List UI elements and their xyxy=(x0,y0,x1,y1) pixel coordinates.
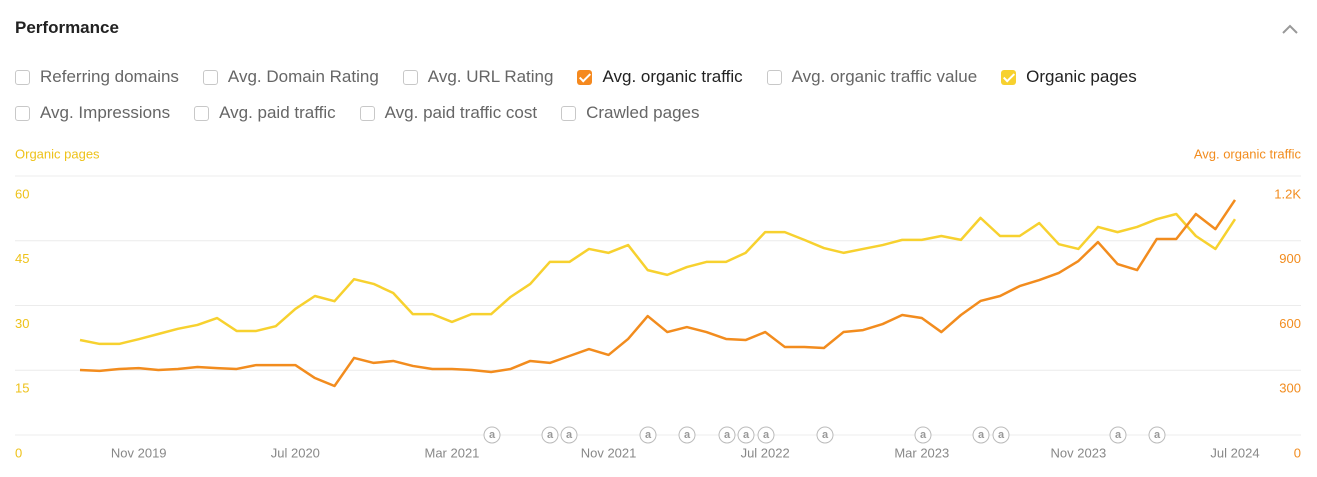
series-line xyxy=(79,199,1237,388)
annotation-marker xyxy=(541,426,559,444)
checkbox[interactable] xyxy=(561,105,577,121)
y-tick-label: 0 xyxy=(15,445,22,460)
metric-row: Avg. Impressions Avg. paid traffic Avg. pa… xyxy=(15,103,700,123)
annotation-label: a xyxy=(547,429,554,441)
annotation-label: a xyxy=(684,429,691,441)
annotation-marker xyxy=(757,426,775,444)
metric-label: Organic pages xyxy=(1026,67,1137,86)
metric-toggle[interactable]: Avg. paid traffic xyxy=(194,103,336,123)
metric-label: Avg. Impressions xyxy=(40,103,171,122)
x-tick-label: Jul 2020 xyxy=(271,445,320,460)
y2-tick-label: 1.2K xyxy=(1274,186,1301,201)
metric-label: Avg. paid traffic cost xyxy=(384,103,538,122)
annotation-label: a xyxy=(822,429,829,441)
y-tick-label: 15 xyxy=(15,381,29,396)
annotation-label: a xyxy=(1115,429,1122,441)
checkbox[interactable] xyxy=(577,69,593,85)
x-tick-label: Mar 2023 xyxy=(894,445,949,460)
annotation-marker xyxy=(678,426,696,444)
y2-tick-label: 0 xyxy=(1294,445,1301,460)
y2-axis-title: Avg. organic traffic xyxy=(1194,146,1302,161)
metric-row: Referring domains Avg. Domain Rating Avg. … xyxy=(15,67,1137,87)
metric-toggle[interactable]: Avg. organic traffic xyxy=(577,67,743,87)
checkbox[interactable] xyxy=(766,69,782,85)
annotation-marker xyxy=(737,426,755,444)
x-tick-label: Nov 2023 xyxy=(1051,445,1107,460)
annotation-marker xyxy=(483,426,501,444)
metric-toggle[interactable]: Organic pages xyxy=(1001,67,1137,87)
annotation-marker xyxy=(972,426,990,444)
annotation-marker xyxy=(992,426,1010,444)
x-tick-label: Mar 2021 xyxy=(424,445,479,460)
annotation-label: a xyxy=(489,429,496,441)
collapse-chevron[interactable] xyxy=(1282,24,1298,34)
annotation-label: a xyxy=(1154,429,1161,441)
x-tick-label: Jul 2022 xyxy=(741,445,790,460)
metric-label: Crawled pages xyxy=(586,103,700,122)
metric-toggle[interactable]: Referring domains xyxy=(15,67,179,87)
annotation-marker xyxy=(1109,426,1127,444)
annotation-marker xyxy=(560,426,578,444)
annotation-label: a xyxy=(978,429,985,441)
y-tick-label: 45 xyxy=(15,251,29,266)
y-axis-title: Organic pages xyxy=(15,146,100,161)
checkbox[interactable] xyxy=(359,105,375,121)
y2-tick-label: 300 xyxy=(1279,381,1301,396)
section-title: Performance xyxy=(15,18,119,37)
metric-label: Avg. organic traffic value xyxy=(791,67,978,86)
metric-label: Avg. URL Rating xyxy=(427,67,554,86)
metric-toggle[interactable]: Crawled pages xyxy=(561,103,700,123)
series-line xyxy=(79,212,1237,346)
x-tick-label: Jul 2024 xyxy=(1210,445,1259,460)
metric-toggle[interactable]: Avg. Domain Rating xyxy=(202,67,379,87)
checkbox[interactable] xyxy=(402,69,418,85)
y2-tick-label: 600 xyxy=(1279,316,1301,331)
y-tick-label: 60 xyxy=(15,186,29,201)
metric-toggle[interactable]: Avg. organic traffic value xyxy=(766,67,978,87)
metric-label: Avg. paid traffic xyxy=(219,103,336,122)
annotation-label: a xyxy=(724,429,731,441)
checkbox[interactable] xyxy=(194,105,210,121)
annotation-marker xyxy=(718,426,736,444)
annotation-label: a xyxy=(566,429,573,441)
annotation-marker xyxy=(914,426,932,444)
metric-label: Referring domains xyxy=(40,67,179,86)
checkbox[interactable] xyxy=(15,69,30,85)
annotation-marker xyxy=(1148,426,1166,444)
metric-toggle[interactable]: Avg. Impressions xyxy=(15,103,170,123)
checkbox[interactable] xyxy=(202,69,218,85)
metric-label: Avg. Domain Rating xyxy=(227,67,379,86)
metric-label: Avg. organic traffic xyxy=(602,67,743,86)
x-tick-label: Nov 2021 xyxy=(581,445,637,460)
annotation-label: a xyxy=(743,429,750,441)
annotation-label: a xyxy=(998,429,1005,441)
annotation-label: a xyxy=(920,429,927,441)
annotation-label: a xyxy=(763,429,770,441)
checkbox[interactable] xyxy=(1001,69,1017,85)
x-tick-label: Nov 2019 xyxy=(111,445,167,460)
y-tick-label: 30 xyxy=(15,316,29,331)
metric-toggle[interactable]: Avg. URL Rating xyxy=(402,67,554,87)
annotation-marker xyxy=(816,426,834,444)
metric-toggle[interactable]: Avg. paid traffic cost xyxy=(359,103,538,123)
annotation-marker xyxy=(639,426,657,444)
checkbox[interactable] xyxy=(15,105,30,121)
y2-tick-label: 900 xyxy=(1279,251,1301,266)
annotation-label: a xyxy=(645,429,652,441)
